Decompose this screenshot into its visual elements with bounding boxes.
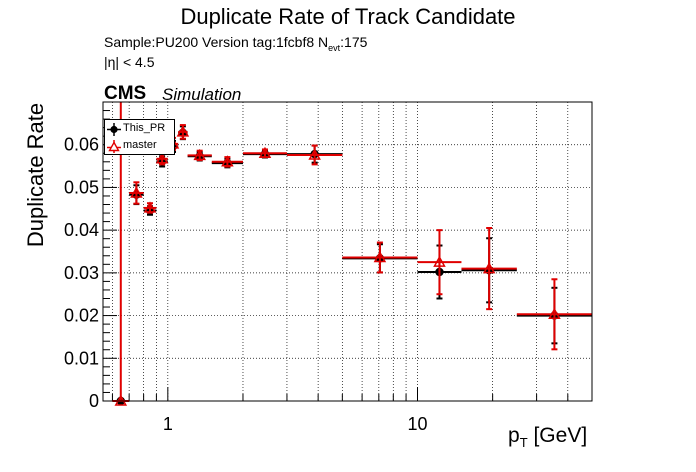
triangle-marker [308, 148, 321, 160]
master-point [417, 229, 462, 296]
x-tick-label: 10 [407, 414, 427, 434]
master-point [242, 146, 287, 159]
y-tick-label: 0.01 [64, 348, 99, 368]
chart-title: Duplicate Rate of Track Candidate [180, 4, 516, 29]
y-axis-label: Duplicate Rate [23, 102, 48, 248]
sample-info-sub: evt [328, 42, 341, 53]
triangle-marker [193, 148, 206, 161]
legend: This_PR master [104, 119, 175, 155]
data-series [112, 102, 592, 406]
sample-info: Sample:PU200 Version tag:1fcbf8 Nevt:175 [104, 34, 367, 53]
master-point [187, 148, 212, 162]
circle-marker-icon [107, 123, 121, 136]
x-axis-label-sub: T [519, 435, 528, 451]
sample-info-text: Sample:PU200 Version tag:1fcbf8 N [104, 34, 329, 50]
triangle-marker [373, 250, 387, 263]
legend-entry-master: master [105, 138, 174, 155]
series-master [112, 102, 592, 406]
triangle-marker [221, 155, 234, 167]
triangle-marker-icon [107, 140, 121, 153]
y-tick-label: 0.06 [64, 135, 99, 155]
x-axis-label-main: p [508, 424, 520, 447]
legend-label-this-pr: This_PR [123, 122, 166, 134]
master-point [461, 227, 517, 311]
x-tick-label: 1 [163, 414, 173, 434]
eta-cut-label: |η| < 4.5 [104, 54, 155, 70]
legend-entry-this-pr: This_PR [105, 121, 174, 138]
cms-label: CMS [104, 83, 147, 104]
master-point [211, 155, 243, 168]
triangle-marker [143, 201, 157, 213]
simulation-label: Simulation [162, 85, 242, 104]
master-point [129, 181, 144, 205]
y-tick-label: 0.04 [64, 220, 99, 240]
master-point [342, 241, 418, 274]
y-tick-label: 0 [89, 391, 99, 411]
master-point [516, 278, 592, 351]
y-tick-label: 0.05 [64, 177, 99, 197]
x-axis-label-unit: [GeV] [527, 424, 588, 447]
master-point [176, 124, 190, 140]
triangle-marker [482, 262, 496, 274]
y-tick-label: 0.03 [64, 263, 99, 283]
series-this-pr [112, 125, 592, 406]
plot-frame [102, 101, 593, 402]
triangle-marker [176, 125, 190, 137]
x-axis-label: pT [GeV] [508, 424, 587, 450]
y-tick-label: 0.02 [64, 306, 99, 326]
triangle-marker [155, 152, 169, 164]
triangle-marker [258, 146, 272, 159]
triangle-marker [548, 307, 561, 320]
master-point [286, 144, 343, 166]
master-point [143, 201, 157, 214]
legend-label-master: master [123, 139, 157, 151]
axes: 0 0.01 0.02 0.03 0.04 0.05 0.06 1 10 [64, 101, 593, 434]
sample-info-count: :175 [340, 34, 368, 50]
triangle-marker [130, 186, 143, 198]
triangle-marker [433, 255, 446, 267]
